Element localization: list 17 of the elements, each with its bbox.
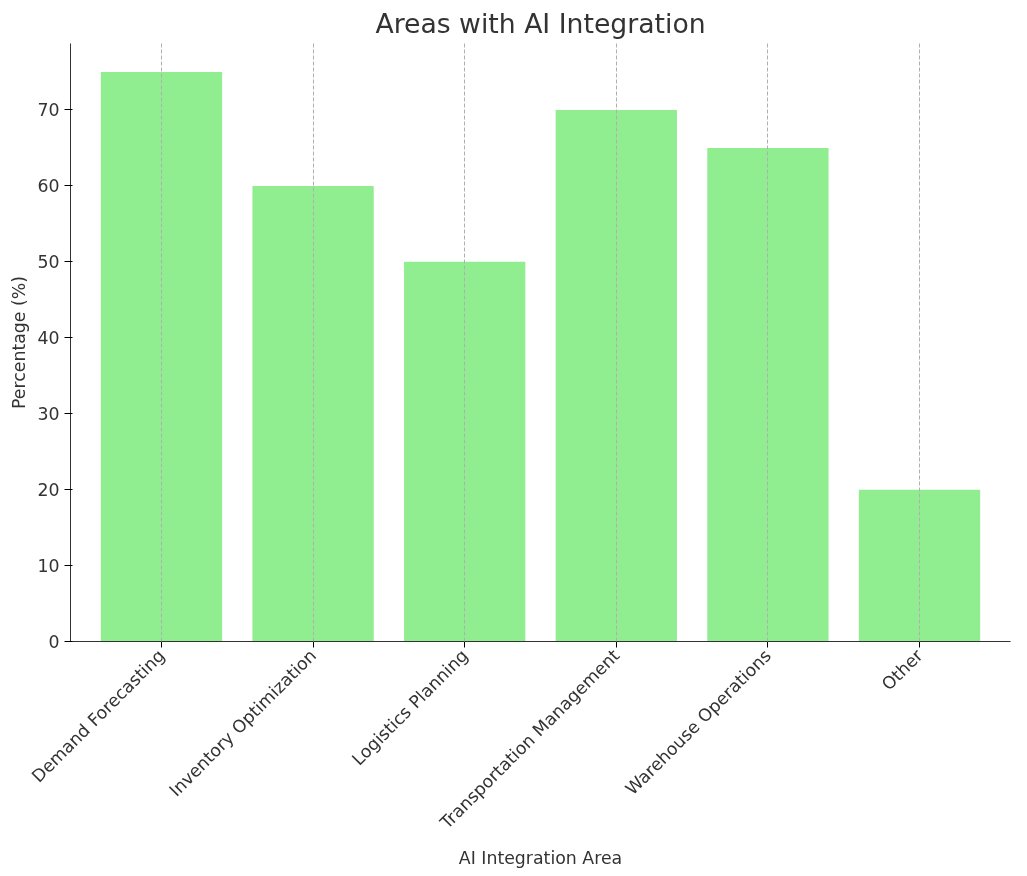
bar (858, 489, 981, 642)
y-tick-label: 40 (37, 328, 60, 349)
y-tick-label: 30 (37, 404, 60, 425)
y-tick-label: 50 (37, 252, 60, 273)
bar (252, 185, 374, 642)
y-tick-label: 70 (37, 100, 60, 121)
y-tick-label: 20 (37, 480, 60, 501)
y-tick-label: 10 (37, 556, 60, 577)
bar (555, 109, 677, 642)
y-tick-label: 0 (48, 632, 60, 652)
x-axis-title: AI Integration Area (458, 847, 623, 868)
bar (707, 147, 829, 642)
chart-title: Areas with AI Integration (375, 7, 706, 39)
bar (404, 261, 526, 642)
bar (100, 71, 223, 642)
y-axis-title: Percentage (%) (9, 276, 30, 409)
y-tick-label: 60 (37, 176, 60, 197)
